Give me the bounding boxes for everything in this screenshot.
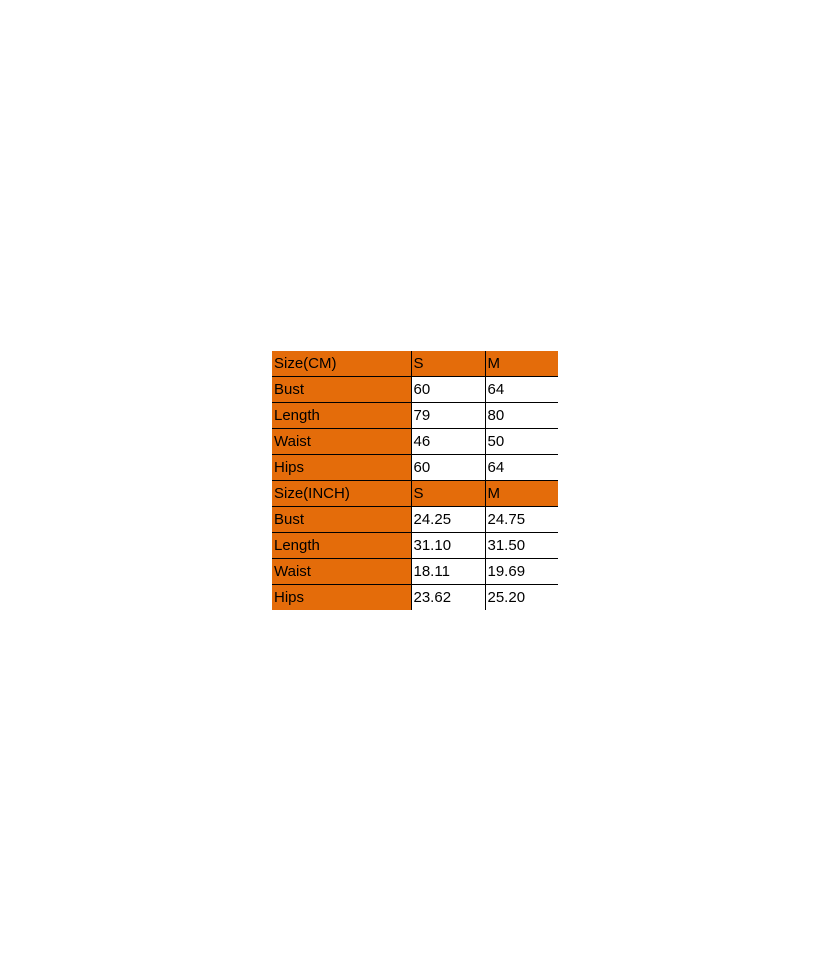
row-label-cell: Hips bbox=[272, 584, 412, 610]
value-cell: S bbox=[411, 480, 486, 507]
value-cell: 18.11 bbox=[411, 558, 486, 585]
table-header-row: Size(INCH) S M bbox=[272, 480, 558, 507]
value-cell: 60 bbox=[411, 376, 486, 403]
value-cell: 31.50 bbox=[485, 532, 558, 559]
value-cell: 25.20 bbox=[487, 589, 526, 606]
value-cell: 64 bbox=[485, 376, 558, 403]
value-cell: 80 bbox=[485, 402, 558, 429]
size-chart-body: Size(CM) S M Bust 60 64 Length 79 80 Waist 46 50 Hip… bbox=[272, 351, 558, 610]
value-cell: 19.69 bbox=[485, 558, 558, 585]
row-label-cell: Size(INCH) bbox=[272, 480, 412, 507]
table-row: Length 31.10 31.50 bbox=[272, 532, 558, 559]
row-label-cell: Waist bbox=[272, 558, 412, 585]
table-row: Waist 46 50 bbox=[272, 428, 558, 455]
table-row: Waist 18.11 19.69 bbox=[272, 558, 558, 585]
value-cell: 24.75 bbox=[485, 506, 558, 533]
row-label-cell: Size(CM) bbox=[272, 351, 412, 377]
value-cell: 31.10 bbox=[411, 532, 486, 559]
table-row: Hips 23.62 25.20 bbox=[272, 584, 558, 610]
value-cell: S bbox=[411, 351, 486, 377]
table-header-row: Size(CM) S M bbox=[272, 351, 558, 377]
table-row: Length 79 80 bbox=[272, 402, 558, 429]
row-label-cell: Length bbox=[272, 532, 412, 559]
row-label-cell: Waist bbox=[272, 428, 412, 455]
value-cell: 24.25 bbox=[411, 506, 486, 533]
row-label-cell: Bust bbox=[272, 376, 412, 403]
value-cell: 64 bbox=[485, 454, 558, 481]
table-row: Bust 24.25 24.75 bbox=[272, 506, 558, 533]
value-cell: 79 bbox=[411, 402, 486, 429]
row-label-cell: Length bbox=[272, 402, 412, 429]
row-label-cell: Bust bbox=[272, 506, 412, 533]
size-chart-table: Size(CM) S M Bust 60 64 Length 79 80 Waist 46 50 Hip… bbox=[272, 351, 558, 610]
value-cell: 60 bbox=[411, 454, 486, 481]
value-cell: M bbox=[485, 480, 558, 507]
value-cell: M bbox=[485, 351, 558, 377]
value-cell: 50 bbox=[485, 428, 558, 455]
value-cell: 46 bbox=[411, 428, 486, 455]
table-row: Bust 60 64 bbox=[272, 376, 558, 403]
table-row: Hips 60 64 bbox=[272, 454, 558, 481]
value-cell: 23.62 bbox=[411, 584, 486, 610]
row-label-cell: Hips bbox=[272, 454, 412, 481]
